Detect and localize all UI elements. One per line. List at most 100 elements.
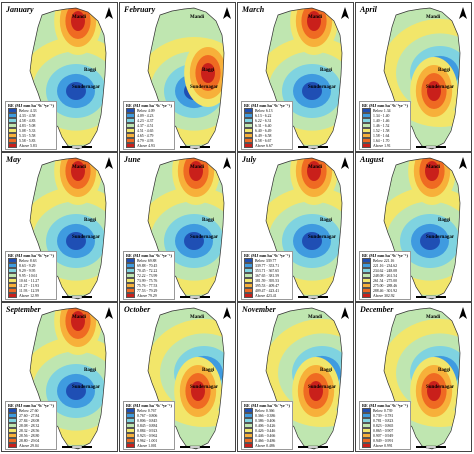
contour-zone xyxy=(191,381,205,401)
legend-title: RE (MJ mm ha⁻¹h⁻¹yr⁻¹) xyxy=(362,253,408,258)
legend-label: 5.33 - 5.58 xyxy=(19,133,36,138)
district-boundary xyxy=(265,307,343,450)
north-arrow-icon xyxy=(223,156,231,169)
legend-label: Above 1.91 xyxy=(373,143,391,148)
north-arrow-icon xyxy=(223,306,231,319)
month-title: August xyxy=(360,155,384,164)
map-panel-may: May Mandi Baggi Sundernagar RE (MJ mm ha⁻¹h⁻… xyxy=(1,152,118,302)
place-label-center: Sundernagar xyxy=(308,235,337,240)
scale-bar xyxy=(416,137,456,149)
legend-swatch xyxy=(244,142,253,149)
contour-zone xyxy=(66,82,86,100)
scale-bar xyxy=(416,437,456,449)
month-title: June xyxy=(124,155,141,164)
scale-bar xyxy=(298,137,338,149)
legend-item: Above 12.99 xyxy=(8,292,54,299)
place-label-east: Baggi xyxy=(84,368,97,373)
map-panel-november: November Mandi Baggi Sundernagar RE (MJ mm h… xyxy=(237,302,354,452)
map-panel-march: March Mandi Baggi Sundernagar RE (MJ mm ha⁻¹… xyxy=(237,2,354,152)
contour-zone xyxy=(307,161,321,181)
legend-label: 353.71 - 367.65 xyxy=(255,268,280,273)
place-label-center: Sundernagar xyxy=(72,235,101,240)
legend-label: Below 27.60 xyxy=(19,408,39,413)
place-label-east: Baggi xyxy=(202,218,215,223)
legend-item: Above 79.29 xyxy=(126,292,172,299)
legend-label: Below 6.13 xyxy=(255,108,273,113)
legend-label: 0.949 - 0.991 xyxy=(373,438,394,443)
legend-label: 0.406 - 0.426 xyxy=(255,423,276,428)
legend: RE (MJ mm ha⁻¹h⁻¹yr⁻¹) Below 4.09 4.09 - 4… xyxy=(123,101,175,150)
legend-label: 4.09 - 4.23 xyxy=(137,113,154,118)
legend-label: 11.93 - 12.59 xyxy=(19,288,40,293)
place-label-east: Baggi xyxy=(320,218,333,223)
legend-label: Above 12.99 xyxy=(19,293,39,298)
erosivity-map xyxy=(265,307,343,450)
place-label-east: Baggi xyxy=(84,68,97,73)
legend-label: Above 302.92 xyxy=(373,293,395,298)
north-arrow-icon xyxy=(223,6,231,19)
legend-item: Above 29.04 xyxy=(8,442,54,449)
legend-title: RE (MJ mm ha⁻¹h⁻¹yr⁻¹) xyxy=(244,403,290,408)
legend-label: 6.58 - 6.67 xyxy=(255,138,272,143)
legend-swatch xyxy=(126,442,135,449)
scale-bar xyxy=(180,287,220,299)
legend-label: 72.22 - 73.99 xyxy=(137,273,158,278)
legend-swatch xyxy=(8,442,17,449)
legend-label: 6.40 - 6.49 xyxy=(255,128,272,133)
legend-label: Above 1.001 xyxy=(137,443,157,448)
legend-label: 0.386 - 0.406 xyxy=(255,418,276,423)
legend-title: RE (MJ mm ha⁻¹h⁻¹yr⁻¹) xyxy=(362,103,408,108)
scale-bar xyxy=(416,287,456,299)
legend-label: 0.907 - 0.949 xyxy=(373,433,394,438)
legend-label: 288.46 - 301.92 xyxy=(373,288,398,293)
legend-label: 73.99 - 75.76 xyxy=(137,278,158,283)
contour-zone xyxy=(71,311,85,331)
legend-label: Below 1.34 xyxy=(373,108,391,113)
legend-label: 28.32 - 28.56 xyxy=(19,428,40,433)
legend-label: 1.40 - 1.46 xyxy=(373,118,390,123)
legend-label: 8.63 - 9.29 xyxy=(19,263,36,268)
legend-title: RE (MJ mm ha⁻¹h⁻¹yr⁻¹) xyxy=(8,103,54,108)
legend-label: 6.22 - 6.31 xyxy=(255,118,272,123)
legend-label: 275.00 - 288.46 xyxy=(373,283,398,288)
legend-label: 0.884 - 0.923 xyxy=(137,428,158,433)
legend-label: 70.45 - 72.22 xyxy=(137,268,158,273)
place-label-center: Sundernagar xyxy=(426,235,455,240)
place-label-north: Mandi xyxy=(308,315,323,320)
contour-zone xyxy=(307,11,321,31)
place-label-east: Baggi xyxy=(202,368,215,373)
legend-title: RE (MJ mm ha⁻¹h⁻¹yr⁻¹) xyxy=(126,103,172,108)
scale-bar xyxy=(180,437,220,449)
legend-label: 381.59 - 395.53 xyxy=(255,278,280,283)
legend: RE (MJ mm ha⁻¹h⁻¹yr⁻¹) Below 1.34 1.34 - 1… xyxy=(359,101,411,150)
legend: RE (MJ mm ha⁻¹h⁻¹yr⁻¹) Below 0.767 0.767 -… xyxy=(123,401,175,450)
place-label-north: Mandi xyxy=(426,315,441,320)
legend-title: RE (MJ mm ha⁻¹h⁻¹yr⁻¹) xyxy=(244,253,290,258)
north-arrow-icon xyxy=(341,306,349,319)
legend-label: 0.845 - 0.884 xyxy=(137,423,158,428)
place-label-north: Mandi xyxy=(190,165,205,170)
legend-item: Above 6.67 xyxy=(244,142,290,149)
legend-label: 27.84 - 28.08 xyxy=(19,418,40,423)
legend-swatch xyxy=(8,142,17,149)
legend-label: Above 4.93 xyxy=(137,143,155,148)
legend-label: Above 423.41 xyxy=(255,293,277,298)
legend-label: 0.962 - 1.001 xyxy=(137,438,158,443)
legend: RE (MJ mm ha⁻¹h⁻¹yr⁻¹) Below 339.77 339.77… xyxy=(241,251,293,300)
legend-label: Above 79.29 xyxy=(137,293,157,298)
scale-bar xyxy=(180,137,220,149)
north-arrow-icon xyxy=(459,6,467,19)
legend-label: 0.466 - 0.486 xyxy=(255,438,276,443)
contour-zone xyxy=(189,161,203,181)
legend: RE (MJ mm ha⁻¹h⁻¹yr⁻¹) Below 27.60 27.60 -… xyxy=(5,401,57,450)
place-label-east: Baggi xyxy=(438,68,451,73)
contour-zone xyxy=(427,381,441,401)
legend-item: Above 423.41 xyxy=(244,292,290,299)
place-label-north: Mandi xyxy=(72,15,87,20)
contour-zone xyxy=(302,82,322,100)
legend-swatch xyxy=(126,292,135,299)
month-title: November xyxy=(242,305,276,314)
legend-label: 339.77 - 353.71 xyxy=(255,263,280,268)
scale-bar xyxy=(62,437,102,449)
north-arrow-icon xyxy=(105,306,113,319)
